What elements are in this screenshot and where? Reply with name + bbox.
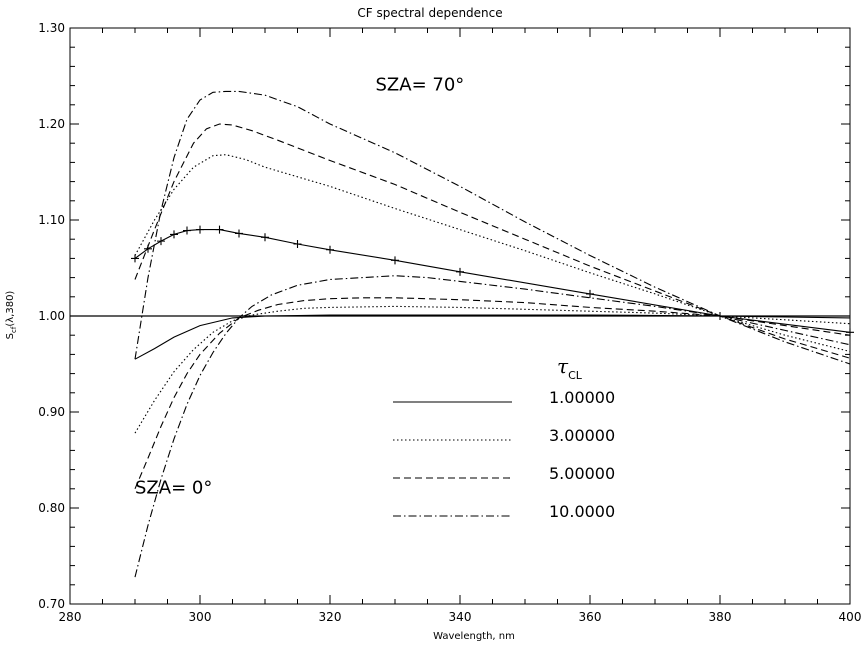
legend-title-sub: CL: [568, 369, 583, 382]
series-line-SZA70-dashdot: [134, 90, 851, 365]
data-point-marker: [456, 267, 464, 276]
data-point-marker: [215, 225, 224, 234]
y-tick-label: 1.00: [38, 309, 65, 323]
plot-frame: [69, 27, 851, 605]
x-axis-label: Wavelength, nm: [433, 631, 515, 642]
chart-title: CF spectral dependence: [357, 6, 502, 20]
legend-label: 1.00000: [549, 388, 615, 407]
y-tick-label: 1.30: [38, 21, 65, 35]
series-line-SZA70-solid: [134, 229, 851, 333]
y-axis-label-sub: cf: [10, 326, 18, 333]
data-point-marker: [261, 233, 269, 242]
data-point-marker: [235, 229, 243, 238]
legend-label: 5.00000: [549, 464, 615, 483]
data-point-marker: [293, 240, 302, 248]
x-tick-label: 340: [449, 610, 472, 624]
y-tick-label: 1.20: [38, 117, 65, 131]
y-tick-label: 0.80: [38, 501, 65, 515]
series-line-SZA0-dotted: [134, 305, 851, 434]
axis-ticks: 280 300 320 340 360 380 400 0.70 0.80 0.90 1.00 1.1…: [38, 21, 861, 624]
x-tick-label: 400: [839, 610, 861, 624]
x-tick-label: 320: [319, 610, 342, 624]
data-point-marker: [170, 230, 178, 239]
data-point-marker: [183, 226, 191, 235]
sza-annotation: SZA= 0°: [135, 478, 212, 499]
data-point-marker: [196, 225, 204, 234]
x-tick-label: 380: [709, 610, 732, 624]
data-point-marker: [326, 245, 334, 254]
annotations: SZA= 70° SZA= 0°: [135, 74, 464, 498]
series-line-SZA70-dotted: [134, 154, 851, 353]
x-tick-label: 360: [579, 610, 602, 624]
series-line-SZA0-solid: [134, 314, 851, 360]
y-axis-label: Scf(λ,380): [5, 291, 18, 340]
y-tick-label: 0.70: [38, 597, 65, 611]
y-axis-label-rest: (λ,380): [5, 291, 16, 327]
data-point-marker: [391, 256, 399, 265]
data-point-marker: [586, 289, 594, 298]
data-point-marker: [131, 254, 139, 263]
series-layer: [70, 90, 854, 578]
y-tick-label: 0.90: [38, 405, 65, 419]
y-axis-label-main: S: [5, 333, 16, 339]
x-tick-label: 280: [59, 610, 82, 624]
legend-label: 3.00000: [549, 426, 615, 445]
sza-annotation: SZA= 70°: [376, 74, 465, 95]
series-line-SZA0-dashed: [134, 297, 851, 490]
y-tick-label: 1.10: [38, 213, 65, 227]
series-line-SZA70-dashed: [134, 123, 851, 359]
x-tick-label: 300: [189, 610, 212, 624]
legend-label: 10.0000: [549, 502, 615, 521]
data-point-marker: [157, 237, 165, 246]
